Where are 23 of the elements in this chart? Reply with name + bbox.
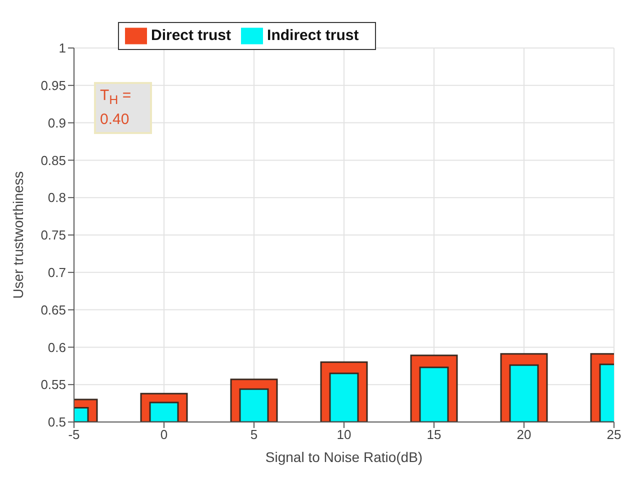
y-tick-label: 0.9 — [48, 115, 66, 130]
y-tick-label: 0.85 — [40, 152, 66, 168]
y-tick-label: 0.65 — [40, 302, 66, 318]
x-tick-label: 5 — [250, 427, 258, 442]
y-tick-label: 0.75 — [40, 228, 66, 243]
y-axis-title: User trustworthiness — [10, 171, 26, 299]
legend-label: Direct trust — [151, 26, 232, 44]
x-tick-label: 15 — [426, 427, 442, 442]
x-axis-title: Signal to Noise Ratio(dB) — [265, 449, 423, 465]
y-tick-label: 0.8 — [48, 190, 66, 206]
x-tick-label: 25 — [606, 427, 622, 442]
y-tick-label: 0.95 — [40, 78, 66, 94]
y-tick-label: 0.5 — [48, 414, 66, 430]
annotation: T$_{H}$ = 0.40 — [94, 82, 152, 134]
y-tick-label: 0.7 — [48, 265, 66, 280]
x-tick-label: -5 — [68, 427, 80, 442]
y-tick-label: 0.6 — [48, 340, 66, 355]
y-tick-label: 1 — [58, 40, 66, 56]
x-tick-label: 10 — [336, 427, 352, 442]
legend-label: Indirect trust — [267, 26, 359, 44]
x-tick-label: 0 — [160, 427, 168, 442]
x-tick-label: 20 — [516, 427, 532, 442]
y-tick-label: 0.55 — [40, 377, 66, 392]
